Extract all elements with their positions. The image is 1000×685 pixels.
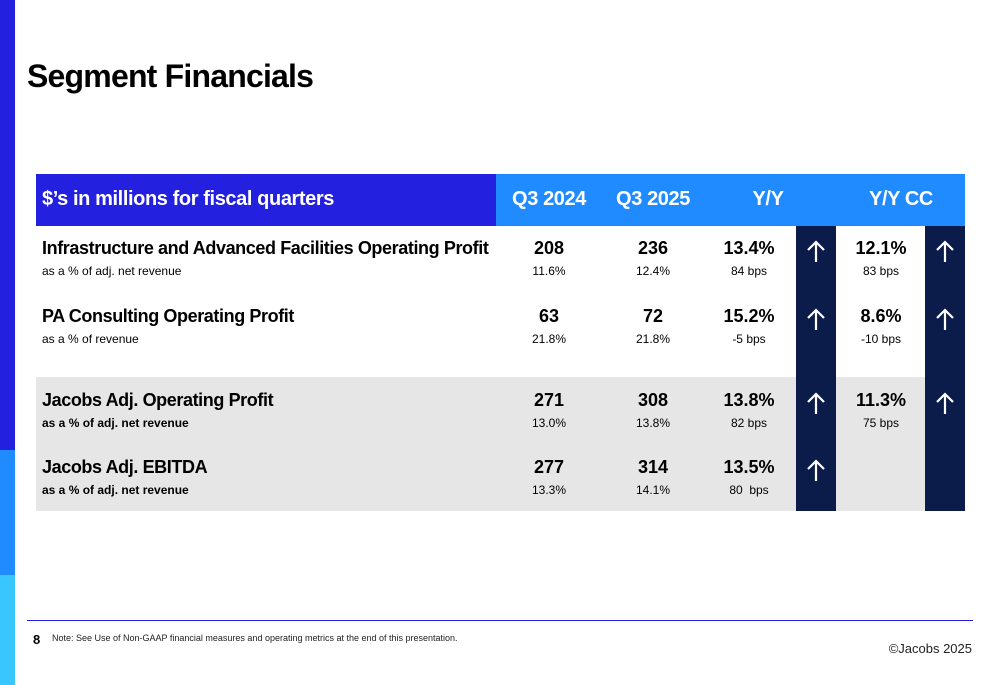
q3-2024-margin: 13.3% bbox=[531, 483, 567, 497]
q3-2025-margin: 12.4% bbox=[635, 264, 671, 278]
page-number: 8 bbox=[33, 632, 41, 647]
row-label: Infrastructure and Advanced Facilities O… bbox=[42, 238, 489, 258]
copyright: ©Jacobs 2025 bbox=[888, 641, 972, 656]
header-label: $’s in millions for fiscal quarters bbox=[42, 188, 335, 210]
yy-bps: 82 bps bbox=[730, 416, 768, 430]
header-background-right bbox=[496, 174, 965, 226]
q3-2025-margin: 14.1% bbox=[635, 483, 671, 497]
accent-bar-cyan bbox=[0, 575, 15, 685]
left-accent-bar bbox=[0, 0, 15, 685]
q3-2025-margin: 21.8% bbox=[635, 332, 671, 346]
row-sublabel: as a % of adj. net revenue bbox=[42, 483, 189, 497]
row-label: Jacobs Adj. EBITDA bbox=[42, 457, 208, 477]
up-arrow-icon bbox=[796, 392, 836, 416]
q3-2024-margin: 21.8% bbox=[531, 332, 567, 346]
q3-2024-margin: 11.6% bbox=[532, 264, 566, 278]
row-sublabel: as a % of revenue bbox=[42, 332, 139, 346]
footnote: Note: See Use of Non-GAAP financial meas… bbox=[52, 633, 458, 643]
up-arrow-icon bbox=[925, 308, 965, 332]
up-arrow-icon bbox=[925, 240, 965, 264]
q3-2025-value: 314 bbox=[637, 457, 669, 477]
yy-value: 13.4% bbox=[723, 238, 775, 258]
table-row: Jacobs Adj. EBITDA as a % of adj. net re… bbox=[36, 457, 965, 517]
yy-cc-bps: 83 bps bbox=[862, 264, 900, 278]
yy-bps: -5 bps bbox=[732, 332, 766, 346]
up-arrow-icon bbox=[796, 459, 836, 483]
footer-divider bbox=[27, 620, 973, 621]
yy-bps: 80 bps bbox=[729, 483, 769, 497]
q3-2025-value: 236 bbox=[637, 238, 669, 258]
table-row: Jacobs Adj. Operating Profit as a % of a… bbox=[36, 390, 965, 450]
yy-cc-bps: 75 bps bbox=[862, 416, 900, 430]
q3-2024-value: 277 bbox=[533, 457, 565, 477]
q3-2024-value: 271 bbox=[533, 390, 565, 410]
q3-2025-margin: 13.8% bbox=[635, 416, 671, 430]
yy-cc-arrow-column bbox=[925, 226, 965, 511]
q3-2024-margin: 13.0% bbox=[531, 416, 567, 430]
page-title: Segment Financials bbox=[27, 58, 314, 94]
row-sublabel: as a % of adj. net revenue bbox=[42, 264, 182, 278]
table-header: $’s in millions for fiscal quarters Q3 2… bbox=[36, 174, 965, 226]
up-arrow-icon bbox=[796, 240, 836, 264]
yy-bps: 84 bps bbox=[730, 264, 768, 278]
header-q3-2024: Q3 2024 bbox=[512, 188, 586, 210]
table-row: PA Consulting Operating Profit as a % of… bbox=[36, 306, 965, 366]
yy-cc-bps: -10 bps bbox=[860, 332, 902, 346]
accent-bar-blue bbox=[0, 0, 15, 450]
header-background-left bbox=[36, 174, 496, 226]
q3-2025-value: 308 bbox=[637, 390, 669, 410]
yy-value: 13.5% bbox=[723, 457, 775, 477]
header-yy: Y/Y bbox=[752, 188, 784, 210]
yy-cc-value: 11.3% bbox=[855, 390, 907, 410]
table-row: Infrastructure and Advanced Facilities O… bbox=[36, 238, 965, 298]
q3-2024-value: 63 bbox=[538, 306, 560, 326]
up-arrow-icon bbox=[796, 308, 836, 332]
header-yy-cc: Y/Y CC bbox=[869, 188, 933, 210]
yy-cc-value: 8.6% bbox=[860, 306, 902, 326]
row-label: Jacobs Adj. Operating Profit bbox=[42, 390, 274, 410]
accent-bar-sky bbox=[0, 450, 15, 575]
q3-2024-value: 208 bbox=[533, 238, 565, 258]
q3-2025-value: 72 bbox=[642, 306, 664, 326]
up-arrow-icon bbox=[925, 392, 965, 416]
row-label: PA Consulting Operating Profit bbox=[42, 306, 294, 326]
header-q3-2025: Q3 2025 bbox=[616, 188, 690, 210]
yy-value: 15.2% bbox=[723, 306, 775, 326]
row-sublabel: as a % of adj. net revenue bbox=[42, 416, 189, 430]
yy-value: 13.8% bbox=[723, 390, 775, 410]
yy-cc-value: 12.1% bbox=[855, 238, 907, 258]
